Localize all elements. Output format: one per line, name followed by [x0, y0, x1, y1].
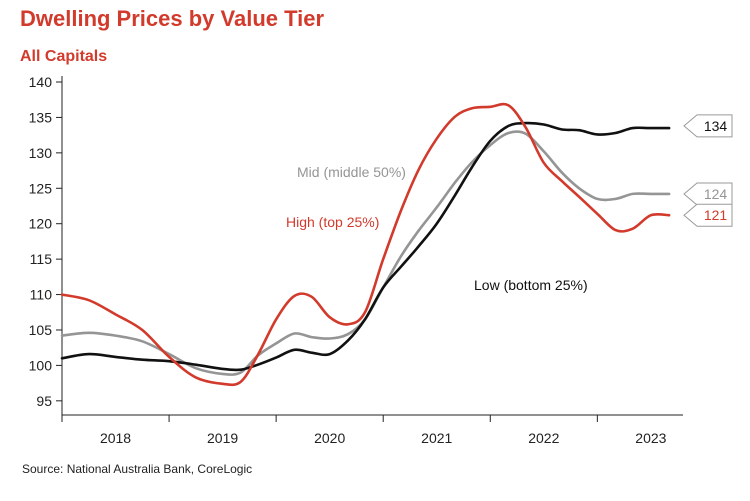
end-tag-box [683, 114, 733, 138]
x-tick-label: 2019 [207, 430, 238, 446]
end-tag-mid: 124 [683, 182, 733, 206]
chart-subtitle: All Capitals [20, 48, 108, 65]
y-tick-label: 140 [29, 74, 53, 90]
y-tick-label: 135 [29, 109, 53, 125]
y-tick-label: 120 [29, 216, 53, 232]
source-note: Source: National Australia Bank, CoreLog… [22, 462, 253, 476]
end-tag-box [683, 203, 733, 227]
annotation-mid: Mid (middle 50%) [297, 164, 406, 180]
y-tick-label: 110 [30, 287, 53, 303]
y-tick-label: 105 [29, 322, 53, 338]
end-tag-value: 121 [704, 207, 728, 223]
end-tag-value: 124 [704, 186, 728, 202]
x-tick-label: 2018 [100, 430, 131, 446]
end-tag-high: 121 [683, 203, 733, 227]
annotation-low: Low (bottom 25%) [474, 277, 588, 293]
chart-title: Dwelling Prices by Value Tier [20, 6, 325, 31]
series-line-low [60, 121, 671, 372]
series-line-high [60, 102, 671, 387]
end-tag-value: 134 [704, 118, 728, 134]
series-line-mid [60, 130, 671, 376]
y-tick-label: 95 [36, 393, 52, 409]
y-tick-label: 130 [29, 145, 53, 161]
end-tag-low: 134 [683, 114, 733, 138]
series-annotations: Mid (middle 50%) High (top 25%) Low (botto… [286, 164, 588, 293]
x-tick-label: 2023 [635, 430, 666, 446]
end-value-tags: 134 124 121 [683, 114, 733, 227]
y-tick-label: 100 [29, 357, 53, 373]
series-lines [60, 102, 671, 387]
y-tick-label: 125 [29, 180, 53, 196]
y-tick-label: 115 [30, 251, 53, 267]
end-tag-box [683, 182, 733, 206]
x-tick-label: 2020 [314, 430, 345, 446]
annotation-high: High (top 25%) [286, 214, 379, 230]
x-tick-label: 2022 [528, 430, 559, 446]
axes: 95 100 105 110 115 120 125 130 135 140 2018 2019 202… [29, 74, 683, 446]
x-tick-label: 2021 [421, 430, 452, 446]
